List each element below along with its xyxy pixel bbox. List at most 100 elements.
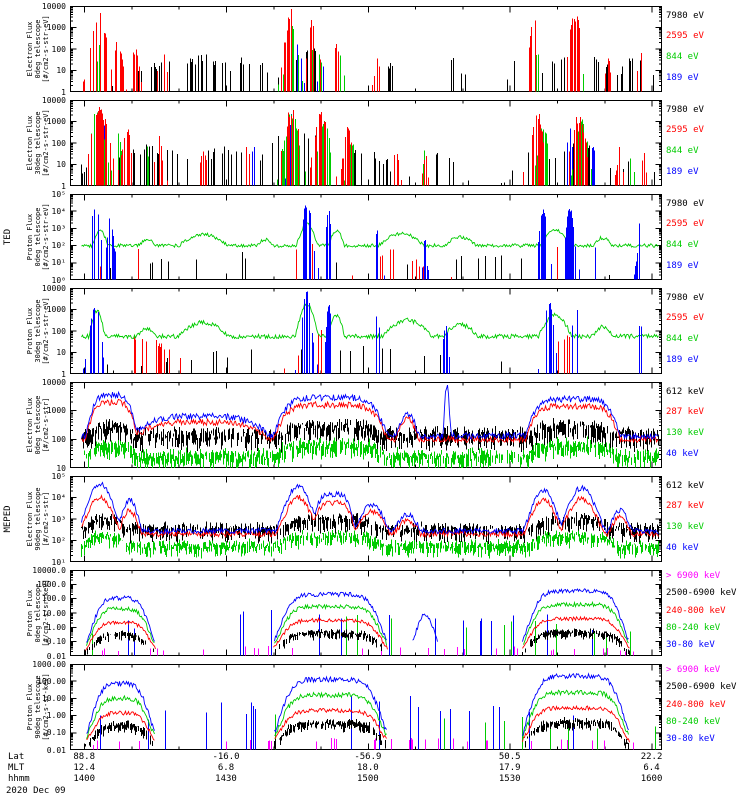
y-tick-label: 1000: [46, 23, 66, 32]
y-tick-label: 10.00: [41, 693, 66, 703]
y-tick-label: 10: [56, 66, 66, 75]
y-tick-label: 10⁴: [51, 493, 66, 502]
y-tick-label: 10000: [41, 283, 66, 293]
y-tick-label: 0.01: [46, 745, 66, 755]
legend-label: 7980 eV: [666, 198, 704, 209]
panel-frame-and-ticks: [70, 664, 662, 750]
mlt-row-label: MLT: [8, 763, 25, 773]
x-tick-mlt-value: 17.9: [498, 763, 521, 773]
meped-proton-flux-90deg-series-6: [86, 672, 629, 737]
lat-row-label: Lat: [8, 752, 25, 762]
y-tick-label: 0.10: [46, 728, 66, 738]
meped-proton-flux-90deg-series-1: [275, 714, 656, 750]
y-tick-label: 1.00: [46, 622, 66, 632]
legend-label: 240-800 keV: [666, 605, 726, 616]
y-tick-label: 10⁵: [51, 471, 66, 481]
x-tick-hhmm-value: 1500: [357, 774, 379, 784]
legend-label: 189 eV: [666, 72, 699, 83]
y-tick-label: 1000.00: [32, 659, 66, 669]
meped-proton-flux-90deg-series-3: [85, 717, 629, 750]
y-tick-label: 1000: [46, 305, 66, 314]
y-tick-label: 1000: [46, 406, 66, 416]
meped-electron-flux-0deg-plot-area: [70, 382, 662, 468]
y-tick-label: 100: [51, 434, 66, 444]
legend-label: 240-800 keV: [666, 699, 726, 710]
meped-proton-flux-90deg-series-5: [86, 689, 629, 740]
y-axis-label-line: Electron Flux: [26, 397, 34, 453]
legend-label: > 6900 keV: [666, 665, 721, 676]
ted-proton-flux-0deg-series-3: [92, 205, 640, 280]
ted-proton-flux-30deg-series-3: [83, 291, 642, 374]
panel-frame-and-ticks: [70, 6, 662, 92]
y-tick-label: 10⁰: [51, 275, 66, 285]
meped-proton-flux-0deg-series-0: [102, 645, 634, 656]
x-tick-mlt-value: 12.4: [73, 763, 96, 773]
y-tick-label: 1: [61, 369, 66, 379]
ted-electron-flux-30deg-series-3: [88, 107, 647, 186]
panel-frame-and-ticks: [70, 288, 662, 374]
ted-proton-flux-30deg-series-0: [107, 346, 502, 374]
panel-frame-and-ticks: [70, 100, 662, 186]
y-tick-label: 10⁵: [51, 189, 66, 199]
meped-electron-flux-0deg-series-1: [81, 417, 659, 453]
panel-frame-and-ticks: [70, 570, 662, 656]
legend-label: 844 eV: [666, 239, 699, 250]
meped-proton-flux-0deg-series-5: [86, 600, 629, 646]
x-tick-lat-value: 50.5: [498, 752, 521, 762]
ted-proton-flux-0deg-series-2: [81, 222, 659, 249]
y-tick-label: 0.01: [46, 651, 66, 661]
meped-proton-flux-0deg-series-2: [128, 609, 593, 656]
y-tick-label: 10.00: [41, 608, 66, 618]
legend-label: 2500-6900 keV: [666, 588, 737, 599]
x-tick-hhmm-value: 1400: [73, 774, 96, 784]
y-tick-label: 10: [56, 348, 66, 357]
x-tick-lat-value: -16.0: [212, 752, 240, 762]
panel-frame-and-ticks: [70, 476, 662, 562]
ted-electron-flux-30deg-series-1: [101, 114, 595, 186]
meped-electron-flux-90deg-plot-area: [70, 476, 662, 562]
ted-electron-flux-0deg-plot-area: [70, 6, 662, 92]
legend-label: 7980 eV: [666, 10, 704, 21]
y-axis-label-line: 0deg telescope: [34, 395, 42, 455]
legend-label: 7980 eV: [666, 292, 704, 303]
legend-label: > 6900 keV: [666, 571, 721, 582]
meped-proton-flux-0deg-series-6: [86, 588, 629, 643]
legend-label: 7980 eV: [666, 104, 704, 115]
legend-label: 2500-6900 keV: [666, 682, 737, 693]
legend-label: 30-80 keV: [666, 733, 715, 744]
y-tick-label: 10⁴: [51, 206, 66, 216]
legend-label: 2595 eV: [666, 313, 704, 324]
meped-electron-flux-90deg-series-3: [81, 481, 659, 536]
meped-proton-flux-90deg-series-2: [100, 695, 574, 750]
meped-electron-flux-90deg-series-0: [81, 529, 659, 559]
legend-label: 287 keV: [666, 407, 704, 418]
legend-label: 2595 eV: [666, 31, 704, 42]
legend-label: 80-240 keV: [666, 716, 721, 727]
y-tick-label: 10: [56, 160, 66, 169]
legend-label: 612 keV: [666, 386, 704, 397]
legend-label: 40 keV: [666, 542, 699, 553]
y-tick-label: 10000.0: [32, 565, 66, 575]
ted-electron-flux-30deg-plot-area: [70, 100, 662, 186]
meped-electron-flux-0deg-series-2: [81, 398, 659, 445]
ted-electron-flux-30deg-series-2: [91, 112, 635, 186]
legend-label: 2595 eV: [666, 219, 704, 230]
legend-label: 40 keV: [666, 448, 699, 459]
hhmm-row-label: hhmm: [8, 774, 30, 784]
y-axis-label: Electron Flux 0deg telescope [#/cm2-s-str]: [26, 382, 50, 468]
y-tick-label: 10¹: [51, 258, 66, 268]
ted-proton-flux-0deg-plot-area: [70, 194, 662, 280]
ted-electron-flux-0deg-series-3: [83, 9, 642, 92]
y-tick-label: 100: [51, 138, 66, 148]
x-tick-lat-value: 88.8: [73, 752, 96, 762]
legend-label: 130 keV: [666, 427, 704, 438]
x-tick-hhmm-value: 1530: [498, 774, 521, 784]
y-tick-label: 10000: [41, 377, 66, 387]
y-axis-label-line: [#/cm2-s-str]: [42, 397, 50, 453]
meped-electron-flux-90deg-series-1: [81, 512, 659, 545]
meped-proton-flux-0deg-series-4: [85, 615, 630, 651]
legend-label: 130 keV: [666, 521, 704, 532]
meped-proton-flux-0deg-plot-area: [70, 570, 662, 656]
y-tick-label: 1.00: [46, 711, 66, 721]
